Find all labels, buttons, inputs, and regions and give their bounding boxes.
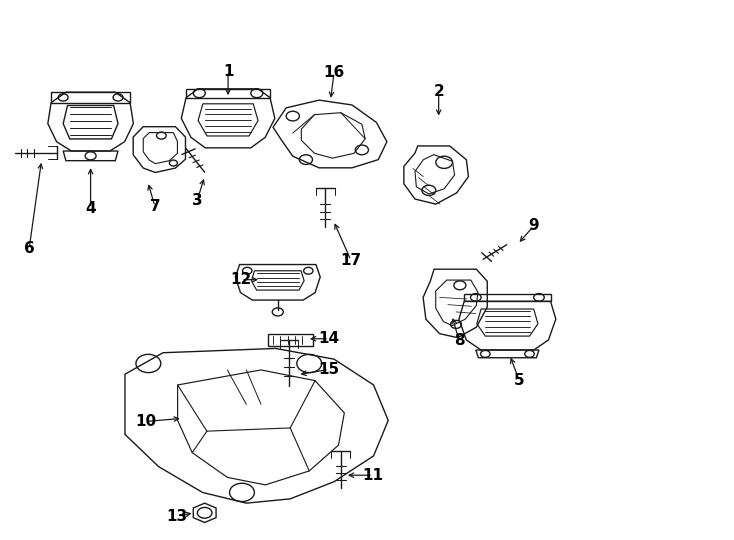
Text: 9: 9	[528, 219, 539, 233]
Text: 5: 5	[514, 373, 524, 388]
Text: 16: 16	[324, 65, 345, 80]
Text: 11: 11	[363, 468, 383, 483]
Text: 3: 3	[192, 193, 203, 208]
Text: 4: 4	[85, 201, 96, 215]
Text: 8: 8	[454, 333, 465, 348]
Bar	[268, 334, 313, 346]
Text: 13: 13	[167, 509, 187, 524]
Text: 17: 17	[341, 253, 361, 268]
Text: 14: 14	[319, 331, 340, 346]
Text: 12: 12	[230, 272, 252, 287]
Text: 2: 2	[433, 84, 444, 99]
Text: 10: 10	[136, 414, 157, 429]
Text: 7: 7	[150, 199, 160, 214]
Text: 1: 1	[223, 64, 233, 79]
Text: 15: 15	[319, 362, 340, 377]
Text: 6: 6	[23, 241, 34, 256]
